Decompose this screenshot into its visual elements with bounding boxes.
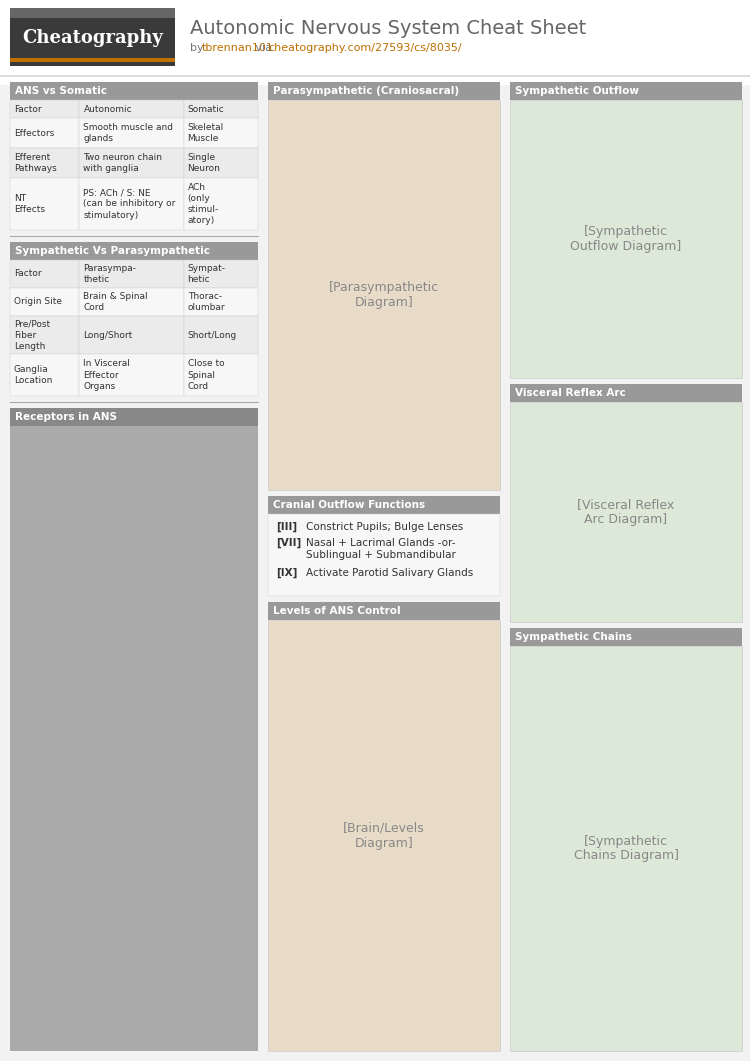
Text: Visceral Reflex Arc: Visceral Reflex Arc [515, 388, 625, 398]
Text: Sympathetic Outflow: Sympathetic Outflow [515, 86, 639, 95]
Bar [510, 384, 742, 402]
Bar [10, 118, 80, 147]
Text: Two neuron chain
with ganglia: Two neuron chain with ganglia [83, 153, 163, 173]
Bar [80, 316, 184, 354]
Text: tbrennan101: tbrennan101 [202, 44, 274, 53]
Bar [10, 178, 80, 230]
Bar [10, 58, 175, 62]
Text: [Visceral Reflex
Arc Diagram]: [Visceral Reflex Arc Diagram] [578, 498, 675, 526]
Text: Sympat-
hetic: Sympat- hetic [188, 264, 226, 284]
Bar [184, 118, 258, 147]
Text: PS: ACh / S: NE
(can be inhibitory or
stimulatory): PS: ACh / S: NE (can be inhibitory or st… [83, 189, 176, 220]
Text: Activate Parotid Salivary Glands: Activate Parotid Salivary Glands [306, 568, 473, 578]
Text: Pre/Post
Fiber
Length: Pre/Post Fiber Length [14, 319, 50, 350]
Bar [184, 178, 258, 230]
Text: [Sympathetic
Chains Diagram]: [Sympathetic Chains Diagram] [574, 835, 679, 863]
Bar [510, 82, 742, 100]
Bar [10, 8, 175, 18]
Bar [10, 147, 80, 178]
Text: [III]: [III] [276, 522, 297, 533]
Bar [80, 100, 184, 118]
Text: [Parasympathetic
Diagram]: [Parasympathetic Diagram] [329, 281, 439, 309]
Text: [IX]: [IX] [276, 568, 297, 578]
Text: In Visceral
Effector
Organs: In Visceral Effector Organs [83, 360, 130, 390]
Bar [268, 620, 500, 1051]
Bar [10, 408, 258, 427]
Bar [510, 628, 742, 646]
Bar [0, 0, 750, 85]
Text: via: via [252, 44, 276, 53]
Bar [184, 354, 258, 396]
Text: Effectors: Effectors [14, 128, 54, 138]
Text: Close to
Spinal
Cord: Close to Spinal Cord [188, 360, 224, 390]
Bar [184, 147, 258, 178]
Text: Cranial Outflow Functions: Cranial Outflow Functions [273, 500, 425, 510]
Text: Factor: Factor [14, 104, 42, 114]
Bar [510, 646, 742, 1051]
Bar [268, 602, 500, 620]
Text: Long/Short: Long/Short [83, 330, 133, 340]
Text: NT
Effects: NT Effects [14, 194, 45, 214]
Text: Brain & Spinal
Cord: Brain & Spinal Cord [83, 292, 148, 312]
Bar [80, 354, 184, 396]
Text: Sympathetic Chains: Sympathetic Chains [515, 632, 632, 642]
Text: Levels of ANS Control: Levels of ANS Control [273, 606, 400, 616]
Text: Thorac-
olumbar: Thorac- olumbar [188, 292, 225, 312]
Bar [10, 82, 258, 100]
Text: Autonomic Nervous System Cheat Sheet: Autonomic Nervous System Cheat Sheet [190, 18, 586, 37]
Bar [10, 8, 175, 66]
Text: ACh
(only
stimul-
atory): ACh (only stimul- atory) [188, 182, 219, 225]
Text: Factor: Factor [14, 269, 42, 278]
Bar [10, 316, 80, 354]
Bar [268, 100, 500, 490]
Bar [184, 100, 258, 118]
Text: Short/Long: Short/Long [188, 330, 237, 340]
Bar [268, 495, 500, 514]
Bar [268, 82, 500, 100]
Bar [0, 75, 750, 77]
Text: cheatography.com/27593/cs/8035/: cheatography.com/27593/cs/8035/ [268, 44, 461, 53]
Bar [10, 288, 80, 316]
Bar [80, 288, 184, 316]
Text: Single
Neuron: Single Neuron [188, 153, 220, 173]
Text: [Brain/Levels
Diagram]: [Brain/Levels Diagram] [343, 821, 424, 850]
Bar [184, 316, 258, 354]
Text: Origin Site: Origin Site [14, 297, 62, 307]
Text: Sympathetic Vs Parasympathetic: Sympathetic Vs Parasympathetic [15, 246, 210, 256]
Bar [80, 260, 184, 288]
Text: Receptors in ANS: Receptors in ANS [15, 412, 117, 422]
Text: Ganglia
Location: Ganglia Location [14, 365, 52, 385]
Bar [80, 118, 184, 147]
Text: Efferent
Pathways: Efferent Pathways [14, 153, 57, 173]
Text: [Sympathetic
Outflow Diagram]: [Sympathetic Outflow Diagram] [570, 225, 682, 253]
Text: Cheatography: Cheatography [22, 29, 164, 47]
Bar [510, 100, 742, 378]
Bar [510, 402, 742, 622]
Bar [268, 514, 500, 596]
Bar [80, 178, 184, 230]
Text: Constrict Pupils; Bulge Lenses: Constrict Pupils; Bulge Lenses [306, 522, 464, 532]
Bar [10, 354, 80, 396]
Text: [VII]: [VII] [276, 538, 302, 549]
Text: Smooth muscle and
glands: Smooth muscle and glands [83, 123, 173, 143]
Text: ANS vs Somatic: ANS vs Somatic [15, 86, 107, 95]
Text: by: by [190, 44, 207, 53]
Bar [10, 242, 258, 260]
Text: Somatic: Somatic [188, 104, 224, 114]
Text: Parasympa-
thetic: Parasympa- thetic [83, 264, 136, 284]
Text: Parasympathetic (Craniosacral): Parasympathetic (Craniosacral) [273, 86, 459, 95]
Text: Skeletal
Muscle: Skeletal Muscle [188, 123, 224, 143]
Bar [10, 100, 80, 118]
Bar [80, 147, 184, 178]
Bar [10, 260, 80, 288]
Text: Nasal + Lacrimal Glands -or-
Sublingual + Submandibular: Nasal + Lacrimal Glands -or- Sublingual … [306, 538, 456, 560]
Bar [10, 408, 258, 1051]
Text: Autonomic: Autonomic [83, 104, 132, 114]
Bar [184, 288, 258, 316]
Bar [184, 260, 258, 288]
